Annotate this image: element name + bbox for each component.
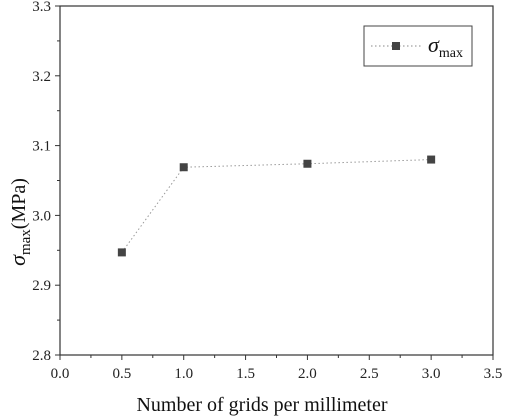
- series-line: [121, 159, 432, 253]
- x-tick-label: 2.0: [298, 366, 317, 382]
- data-point: [303, 159, 312, 168]
- x-tick-label: 1.0: [174, 366, 193, 382]
- series-layer: [117, 155, 436, 257]
- legend: σmax: [363, 25, 473, 67]
- data-point: [179, 163, 188, 172]
- y-tick-label: 2.8: [32, 348, 51, 364]
- x-axis-title: Number of grids per millimeter: [136, 394, 387, 416]
- axis-ticks: 0.0 0.5 1.0 1.5 2.0 2.5 3.0 3.5 2.8 2.9 3.0 3.1 3.2 3…: [32, 0, 502, 382]
- x-tick-label: 0.0: [51, 366, 70, 382]
- x-tick-label: 0.5: [112, 366, 131, 382]
- y-tick-label: 3.0: [32, 208, 51, 224]
- x-tick-label: 2.5: [360, 366, 379, 382]
- y-tick-label: 3.3: [32, 0, 51, 15]
- legend-box: [363, 25, 473, 67]
- svg-text:σmax(MPa): σmax(MPa): [5, 178, 34, 266]
- y-tick-label: 2.9: [32, 278, 51, 294]
- y-tick-label: 3.2: [32, 69, 51, 85]
- legend-marker: [392, 42, 400, 50]
- y-axis-title: σmax(MPa): [5, 178, 34, 266]
- data-point: [117, 248, 126, 257]
- data-point: [427, 155, 436, 164]
- y-tick-label: 3.1: [32, 139, 51, 155]
- legend-label: σmax: [428, 32, 463, 61]
- x-tick-label: 3.5: [484, 366, 503, 382]
- x-tick-label: 3.0: [422, 366, 441, 382]
- x-tick-label: 1.5: [236, 366, 255, 382]
